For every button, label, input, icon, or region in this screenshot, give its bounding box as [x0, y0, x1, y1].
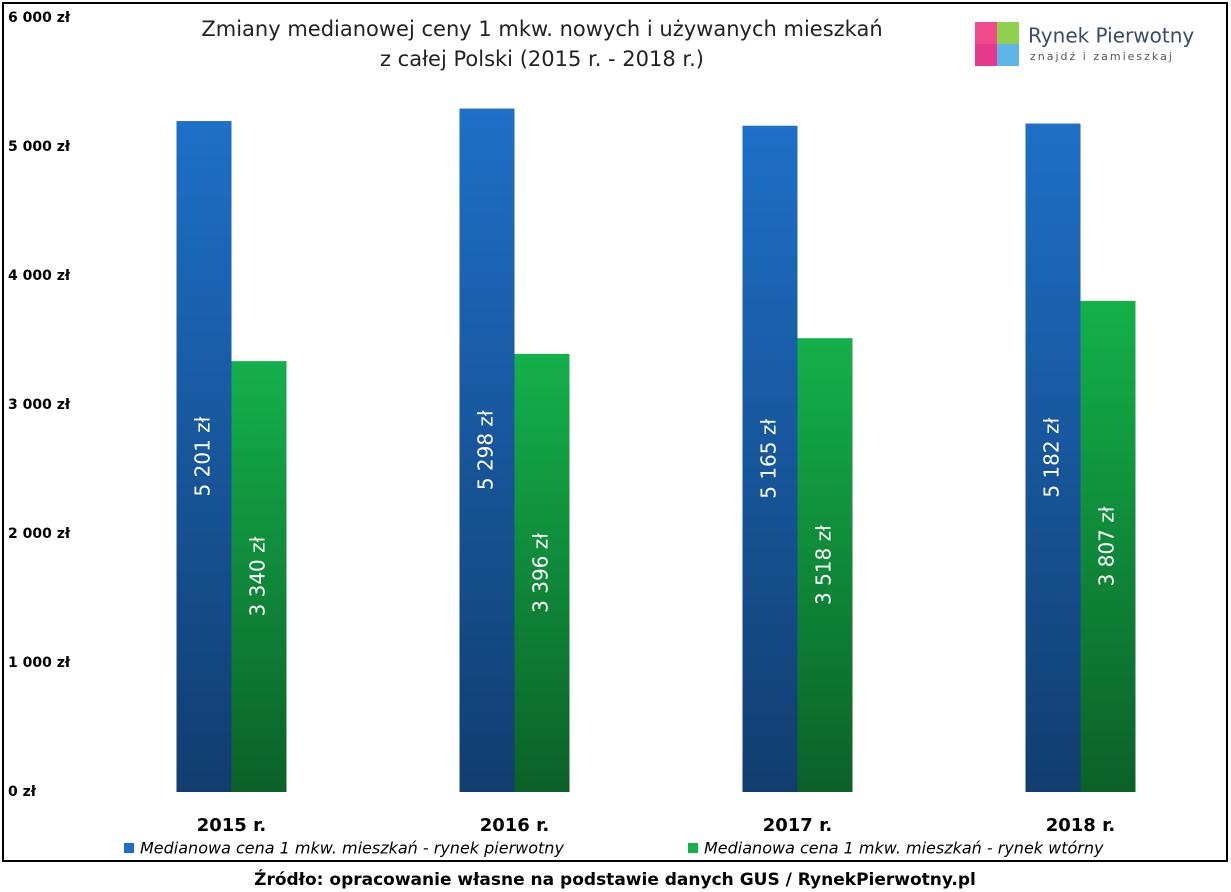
bar-shade: [1025, 123, 1081, 793]
chart-title: z całej Polski (2015 r. - 2018 r.): [380, 47, 704, 71]
legend-swatch: [688, 843, 698, 853]
value-label: 5 298 zł: [474, 410, 498, 490]
bar-shade: [797, 338, 853, 792]
chart-title: Zmiany medianowej ceny 1 mkw. nowych i u…: [201, 17, 882, 41]
value-label: 5 201 zł: [191, 416, 215, 496]
bar-shade: [176, 121, 232, 793]
logo-name: Rynek Pierwotny: [1028, 24, 1194, 48]
value-label: 3 396 zł: [529, 533, 553, 613]
value-label: 3 340 zł: [246, 536, 270, 616]
x-tick-label: 2018 r.: [1046, 815, 1116, 836]
y-tick-label: 1 000 zł: [8, 655, 71, 671]
bar-shade: [459, 108, 515, 793]
y-tick-label: 3 000 zł: [8, 397, 71, 413]
y-tick-label: 5 000 zł: [8, 139, 71, 155]
legend-label: Medianowa cena 1 mkw. mieszkań - rynek p…: [140, 839, 564, 858]
y-tick-label: 6 000 zł: [8, 10, 71, 26]
bar-shade: [742, 125, 798, 793]
value-label: 3 518 zł: [812, 525, 836, 605]
value-label: 5 182 zł: [1040, 418, 1064, 498]
legend-label: Medianowa cena 1 mkw. mieszkań - rynek w…: [704, 839, 1104, 858]
logo-icon: [997, 22, 1019, 44]
logo-icon: [997, 44, 1019, 66]
y-tick-label: 0 zł: [8, 784, 37, 800]
logo-tagline: znajdź i zamieszkaj: [1030, 50, 1174, 63]
value-label: 3 807 zł: [1095, 506, 1119, 586]
y-tick-label: 4 000 zł: [8, 268, 71, 284]
bar-shade: [514, 353, 570, 792]
logo: Rynek Pierwotny znajdź i zamieszkaj: [975, 22, 1194, 66]
logo-icon: [975, 44, 997, 66]
x-tick-label: 2017 r.: [763, 815, 833, 836]
x-tick-label: 2016 r.: [480, 815, 550, 836]
bar-shade: [1080, 300, 1136, 792]
source: Źródło: opracowanie własne na podstawie …: [254, 868, 976, 890]
logo-icon: [975, 22, 997, 44]
bar-shade: [231, 361, 287, 792]
value-label: 5 165 zł: [757, 419, 781, 499]
y-tick-label: 2 000 zł: [8, 526, 71, 542]
legend-swatch: [124, 843, 134, 853]
x-tick-label: 2015 r.: [197, 815, 267, 836]
